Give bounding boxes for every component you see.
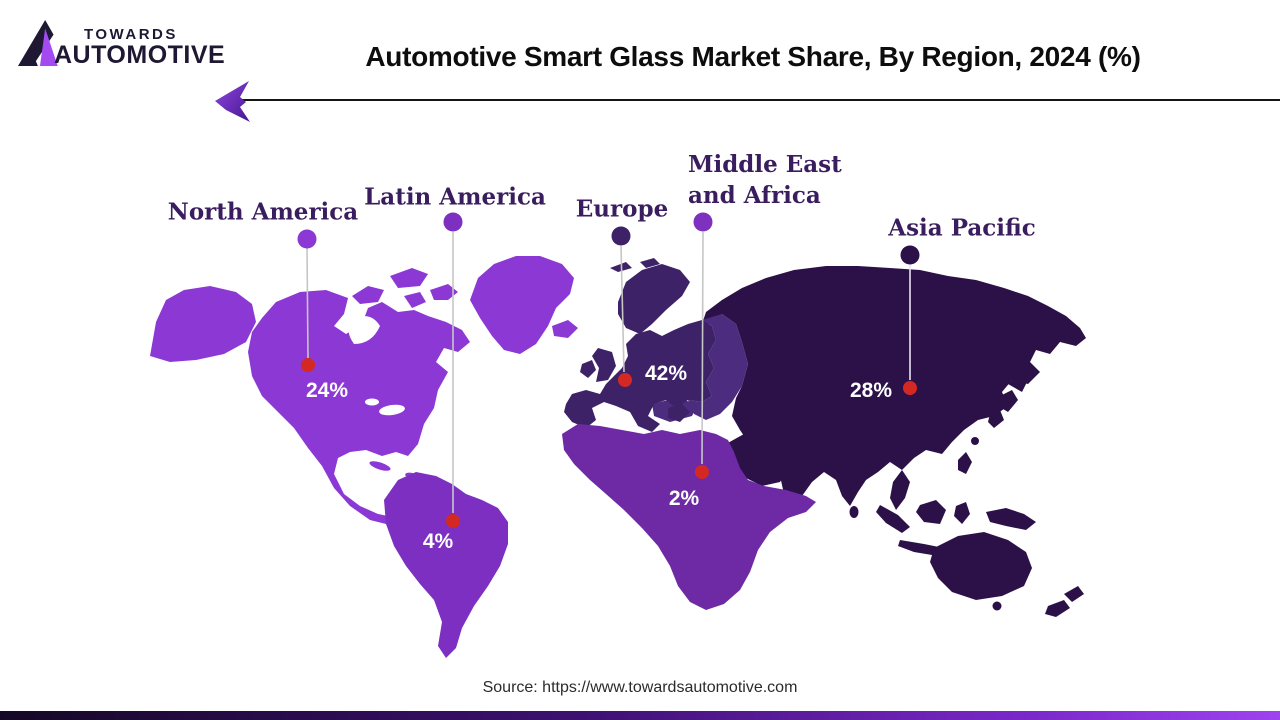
map-region-asia-pacific [700,266,1086,617]
leader-line-europe [620,245,625,373]
marker-dot-middle-east-africa [695,465,709,479]
marker-dot-latin-america [446,514,460,528]
page-title: Automotive Smart Glass Market Share, By … [365,41,1141,72]
value-label-europe: 42% [644,362,688,385]
label-dot-europe [611,226,631,246]
source-text: Source: https://www.towardsautomotive.co… [482,679,798,696]
region-label-middle-east-africa-line2: and Africa [688,182,821,209]
label-dot-asia-pacific [900,245,920,265]
region-label-asia-pacific: Asia Pacific [888,214,1036,242]
label-dot-latin-america [443,212,463,232]
brand-name-top: TOWARDS [84,26,178,43]
value-label-latin-america: 4% [422,530,454,553]
region-label-middle-east-africa: Middle East and Africa [688,149,842,211]
map-region-latin-america [384,472,508,658]
map-region-north-america [150,256,578,528]
region-label-latin-america: Latin America [364,183,546,211]
marker-dot-asia-pacific [903,381,917,395]
brand-logo: TOWARDS AUTOMOTIVE [18,18,248,74]
label-dot-north-america [297,229,317,249]
footer-gradient-bar [0,711,1280,720]
map-callout-lines [297,212,920,528]
marker-dot-north-america [301,358,315,372]
brand-logo-icon [18,20,58,66]
value-label-north-america: 24% [305,379,349,402]
region-label-middle-east-africa-line1: Middle East [688,151,842,178]
label-dot-middle-east-africa [693,212,713,232]
value-label-middle-east-africa: 2% [668,487,700,510]
marker-dot-europe [618,373,632,387]
leader-line-middle-east-africa [701,231,704,465]
region-label-north-america: North America [167,198,359,226]
brand-name-bottom: AUTOMOTIVE [54,41,226,69]
map-region-europe [564,258,716,432]
region-label-europe: Europe [575,195,669,223]
map-region-africa [562,424,816,610]
value-label-asia-pacific: 28% [849,379,893,402]
leader-line-north-america [306,247,309,359]
